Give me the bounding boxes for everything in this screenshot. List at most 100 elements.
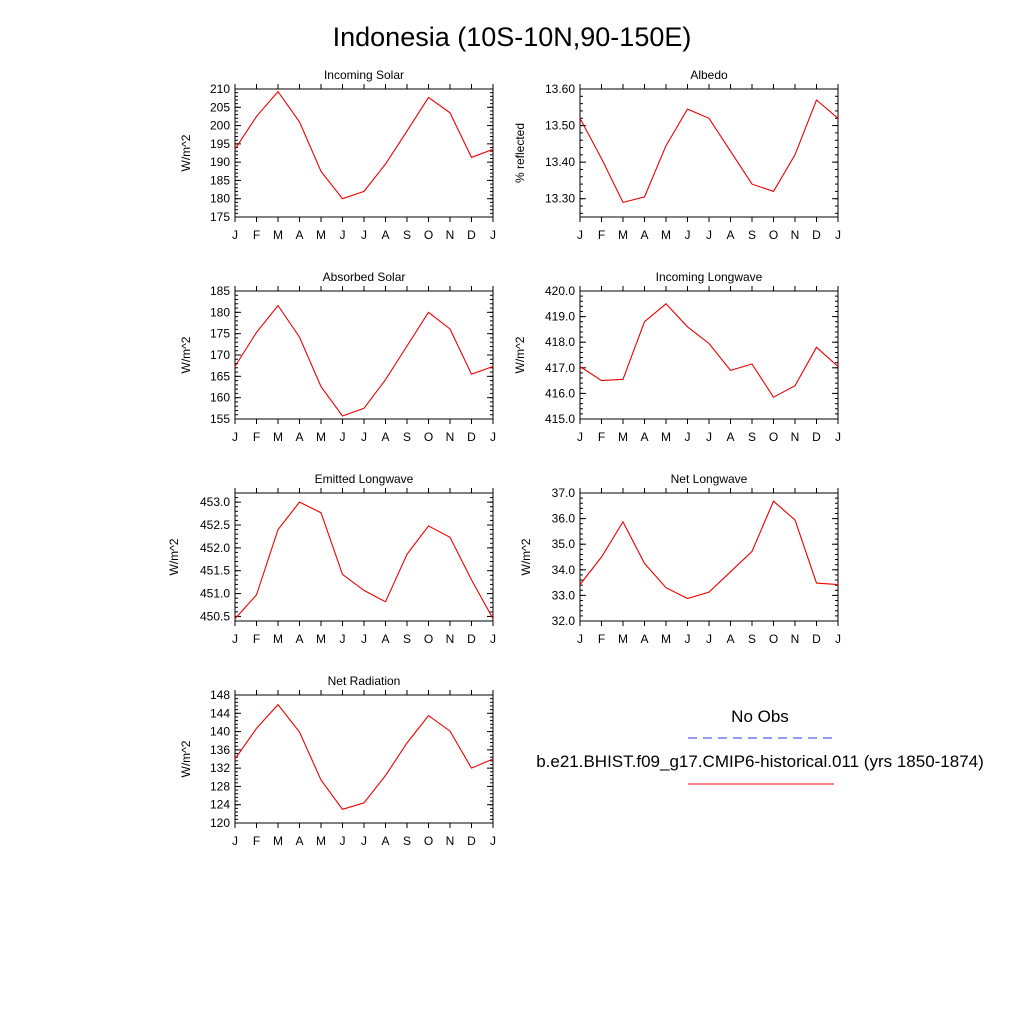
y-tick-label: 13.40 bbox=[545, 155, 575, 169]
y-tick-label: 419.0 bbox=[545, 310, 575, 324]
chart-panel-3: Absorbed Solar W/m^2 155 160 165 170 175 180 185… bbox=[179, 270, 496, 444]
x-tick-label: A bbox=[381, 228, 389, 242]
y-axis-label: W/m^2 bbox=[179, 740, 193, 777]
x-tick-label: A bbox=[726, 632, 734, 646]
legend-model-label: b.e21.BHIST.f09_g17.CMIP6-historical.011… bbox=[536, 752, 984, 771]
y-tick-label: 175 bbox=[210, 210, 230, 224]
x-tick-label: A bbox=[726, 228, 734, 242]
x-tick-label: S bbox=[403, 834, 411, 848]
x-tick-label: M bbox=[618, 632, 628, 646]
chart-panel-4: Incoming Longwave W/m^2 415.0 416.0 417.0 418… bbox=[513, 270, 841, 444]
x-tick-label: D bbox=[467, 228, 476, 242]
y-axis-label: W/m^2 bbox=[179, 134, 193, 171]
y-tick-label: 132 bbox=[210, 761, 230, 775]
x-tick-label: J bbox=[340, 228, 346, 242]
y-tick-label: 185 bbox=[210, 284, 230, 298]
x-tick-label: J bbox=[706, 632, 712, 646]
x-tick-label: J bbox=[685, 228, 691, 242]
y-tick-label: 33.0 bbox=[552, 588, 576, 602]
panels: Incoming Solar W/m^2 175 180 185 190 195 200 205… bbox=[167, 68, 841, 848]
x-tick-label: D bbox=[467, 430, 476, 444]
x-tick-label: J bbox=[835, 228, 841, 242]
x-tick-label: M bbox=[273, 834, 283, 848]
x-tick-label: A bbox=[381, 632, 389, 646]
x-tick-label: J bbox=[232, 632, 238, 646]
x-tick-label: J bbox=[340, 632, 346, 646]
legend: No Obs b.e21.BHIST.f09_g17.CMIP6-histori… bbox=[536, 707, 984, 785]
series-line-1 bbox=[579, 303, 839, 398]
x-tick-label: M bbox=[618, 430, 628, 444]
x-tick-label: M bbox=[316, 430, 326, 444]
x-tick-label: D bbox=[812, 430, 821, 444]
x-tick-label: S bbox=[403, 632, 411, 646]
x-tick-label: J bbox=[490, 632, 496, 646]
y-tick-label: 35.0 bbox=[552, 537, 576, 551]
x-tick-label: J bbox=[361, 228, 367, 242]
panel-title: Net Longwave bbox=[671, 472, 748, 486]
y-tick-label: 418.0 bbox=[545, 335, 575, 349]
x-tick-label: F bbox=[253, 228, 260, 242]
y-tick-label: 140 bbox=[210, 725, 230, 739]
x-tick-label: J bbox=[490, 228, 496, 242]
y-tick-label: 205 bbox=[210, 100, 230, 114]
page-title: Indonesia (10S-10N,90-150E) bbox=[333, 22, 692, 52]
x-tick-label: J bbox=[490, 430, 496, 444]
x-tick-label: J bbox=[340, 430, 346, 444]
chart-panel-1: Incoming Solar W/m^2 175 180 185 190 195 200 205… bbox=[179, 68, 496, 242]
x-tick-label: O bbox=[424, 834, 433, 848]
plot-frame bbox=[579, 290, 839, 420]
x-tick-label: A bbox=[726, 430, 734, 444]
x-tick-label: F bbox=[253, 834, 260, 848]
x-tick-label: M bbox=[661, 430, 671, 444]
y-tick-label: 13.60 bbox=[545, 82, 575, 96]
x-tick-label: J bbox=[835, 632, 841, 646]
y-tick-label: 120 bbox=[210, 816, 230, 830]
x-tick-label: J bbox=[577, 430, 583, 444]
y-tick-label: 170 bbox=[210, 348, 230, 362]
x-tick-label: J bbox=[340, 834, 346, 848]
x-tick-label: A bbox=[295, 632, 303, 646]
y-axis-label: W/m^2 bbox=[513, 336, 527, 373]
x-tick-label: O bbox=[769, 632, 778, 646]
x-tick-label: J bbox=[361, 834, 367, 848]
y-tick-label: 148 bbox=[210, 688, 230, 702]
x-tick-label: F bbox=[598, 430, 605, 444]
y-tick-label: 124 bbox=[210, 798, 230, 812]
x-tick-label: J bbox=[706, 430, 712, 444]
x-tick-label: M bbox=[618, 228, 628, 242]
y-tick-label: 450.5 bbox=[200, 609, 230, 623]
y-tick-label: 452.0 bbox=[200, 541, 230, 555]
x-tick-label: A bbox=[640, 228, 648, 242]
plot-frame bbox=[234, 492, 494, 622]
y-tick-label: 210 bbox=[210, 82, 230, 96]
x-tick-label: J bbox=[232, 834, 238, 848]
x-tick-label: A bbox=[381, 834, 389, 848]
y-tick-label: 144 bbox=[210, 706, 230, 720]
y-tick-label: 451.0 bbox=[200, 587, 230, 601]
y-tick-label: 136 bbox=[210, 743, 230, 757]
y-tick-label: 160 bbox=[210, 391, 230, 405]
x-tick-label: D bbox=[812, 632, 821, 646]
x-tick-label: F bbox=[253, 632, 260, 646]
y-tick-label: 34.0 bbox=[552, 563, 576, 577]
plot-frame bbox=[579, 88, 839, 218]
x-tick-label: N bbox=[446, 632, 455, 646]
x-tick-label: J bbox=[685, 430, 691, 444]
y-tick-label: 155 bbox=[210, 412, 230, 426]
x-tick-label: S bbox=[748, 228, 756, 242]
x-tick-label: M bbox=[316, 834, 326, 848]
x-tick-label: F bbox=[598, 228, 605, 242]
x-tick-label: J bbox=[577, 632, 583, 646]
y-axis-label: W/m^2 bbox=[167, 538, 181, 575]
y-tick-label: 37.0 bbox=[552, 486, 576, 500]
x-tick-label: O bbox=[769, 228, 778, 242]
y-tick-label: 417.0 bbox=[545, 361, 575, 375]
x-tick-label: D bbox=[467, 632, 476, 646]
chart-panel-6: Net Longwave W/m^2 32.0 33.0 34.0 35.0 36.0 37.… bbox=[519, 472, 841, 646]
x-tick-label: F bbox=[598, 632, 605, 646]
x-tick-label: J bbox=[835, 430, 841, 444]
series-line-1 bbox=[234, 703, 494, 810]
chart-panel-5: Emitted Longwave W/m^2 450.5 451.0 451.5 452.… bbox=[167, 472, 496, 646]
plot-frame bbox=[234, 694, 494, 824]
